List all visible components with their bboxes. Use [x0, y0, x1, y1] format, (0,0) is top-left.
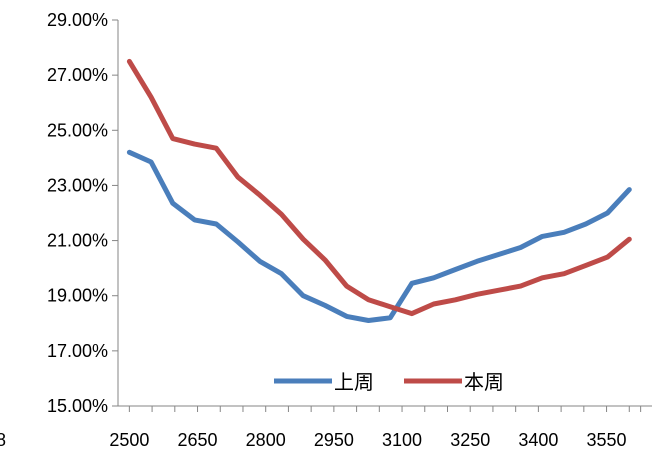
y-tick-label: 17.00%: [47, 341, 108, 361]
legend-label-1: 上周: [334, 370, 374, 394]
x-tick-label: 3400: [518, 430, 558, 450]
y-tick-label: 25.00%: [47, 120, 108, 140]
x-tick-label: 3250: [450, 430, 490, 450]
x-tick-label: 2950: [314, 430, 354, 450]
x-axis-tick-labels: 2500 2650 2800 2950 3100 3250 3400 3550: [109, 430, 626, 450]
left-edge-fragment-label: 8: [0, 430, 6, 450]
y-tick-label: 29.00%: [47, 10, 108, 30]
series-lines: [126, 58, 632, 323]
y-tick-label: 15.00%: [47, 396, 108, 416]
y-axis-tick-labels: 15.00% 17.00% 19.00% 21.00% 23.00% 25.00% 27.0…: [47, 10, 108, 416]
y-tick-label: 27.00%: [47, 65, 108, 85]
legend: 上周 本周: [274, 370, 504, 394]
x-tick-label: 2800: [246, 430, 286, 450]
series-line-2: [126, 58, 632, 317]
y-tick-label: 23.00%: [47, 175, 108, 195]
y-tick-label: 21.00%: [47, 231, 108, 251]
y-tick-label: 19.00%: [47, 286, 108, 306]
x-tick-label: 2650: [178, 430, 218, 450]
series-line-1: [126, 149, 632, 323]
x-tick-label: 3550: [587, 430, 627, 450]
x-tick-label: 3100: [382, 430, 422, 450]
x-tick-label: 2500: [109, 430, 149, 450]
legend-label-2: 本周: [464, 370, 504, 394]
chart-axes: [112, 19, 652, 412]
